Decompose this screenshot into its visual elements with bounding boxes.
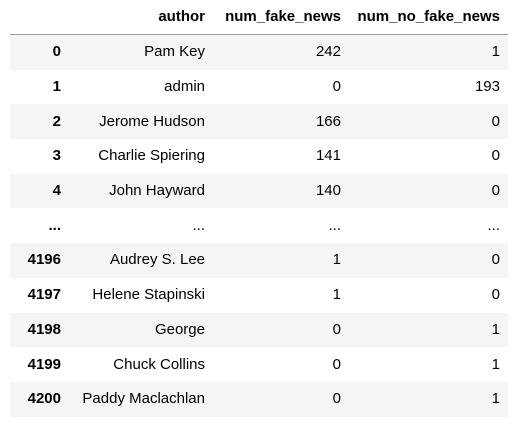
table-header: author num_fake_news num_no_fake_news: [10, 0, 508, 35]
cell-num-fake-news: 0: [332, 390, 341, 408]
cell-num-no-fake-news: 1: [491, 43, 500, 61]
cell-num-no-fake-news: 1: [491, 390, 500, 408]
cell-num-no-fake-news: 0: [491, 182, 500, 200]
cell-num-no-fake-news: 1: [491, 320, 500, 338]
cell-num-no-fake-news: 193: [474, 78, 500, 96]
column-header-author: author: [69, 0, 213, 35]
cell-num-fake-news: 1: [332, 286, 341, 304]
cell-num-no-fake-news: 0: [491, 251, 500, 269]
table-row: 4197 Helene Stapinski 1 0: [10, 277, 508, 313]
table-row-ellipsis: ... ... ... ...: [10, 208, 508, 244]
cell-author: Jerome Hudson: [99, 112, 205, 130]
cell-num-no-fake-news: 0: [491, 112, 500, 130]
cell-num-no-fake-news: 1: [491, 355, 500, 373]
table-body: 0 Pam Key 242 1 1 admin 0 193 2 Jerome H…: [10, 34, 508, 417]
table-row: 4198 George 0 1: [10, 312, 508, 348]
cell-num-fake-news: 242: [315, 43, 341, 61]
row-index: 3: [52, 147, 61, 165]
cell-num-no-fake-news: ...: [487, 216, 500, 234]
row-index: 1: [52, 78, 61, 96]
cell-author: Charlie Spiering: [98, 147, 205, 165]
table-row: 3 Charlie Spiering 141 0: [10, 139, 508, 174]
cell-author: John Hayward: [109, 182, 205, 200]
row-index: 0: [52, 43, 61, 61]
row-index: 4: [52, 182, 61, 200]
row-index: 4198: [27, 320, 61, 338]
row-index: 4199: [27, 355, 61, 373]
row-index: 4197: [27, 286, 61, 304]
cell-author: Helene Stapinski: [92, 286, 205, 304]
index-header: [10, 0, 69, 35]
cell-num-fake-news: ...: [328, 216, 341, 234]
table-row: 0 Pam Key 242 1: [10, 34, 508, 70]
row-index: 4200: [27, 390, 61, 408]
cell-num-fake-news: 0: [332, 355, 341, 373]
cell-author: Paddy Maclachlan: [82, 390, 205, 408]
column-header-num-fake-news: num_fake_news: [213, 0, 349, 35]
header-row: author num_fake_news num_no_fake_news: [10, 0, 508, 35]
table-row: 2 Jerome Hudson 166 0: [10, 104, 508, 140]
table-row: 1 admin 0 193: [10, 69, 508, 105]
cell-num-fake-news: 166: [315, 112, 341, 130]
row-index: 2: [52, 112, 61, 130]
cell-num-no-fake-news: 0: [491, 286, 500, 304]
cell-author: admin: [164, 78, 205, 96]
cell-num-fake-news: 141: [315, 147, 341, 165]
table-row: 4200 Paddy Maclachlan 0 1: [10, 381, 508, 417]
table-row: 4 John Hayward 140 0: [10, 173, 508, 209]
table-row: 4199 Chuck Collins 0 1: [10, 347, 508, 382]
cell-num-fake-news: 0: [332, 320, 341, 338]
cell-author: Pam Key: [144, 43, 205, 61]
cell-num-no-fake-news: 0: [491, 147, 500, 165]
column-header-num-no-fake-news: num_no_fake_news: [349, 0, 508, 35]
cell-author: George: [154, 320, 205, 338]
row-index: 4196: [27, 251, 61, 269]
cell-num-fake-news: 0: [332, 78, 341, 96]
cell-author: ...: [192, 216, 205, 234]
cell-author: Chuck Collins: [113, 355, 205, 373]
row-index: ...: [48, 216, 61, 234]
table-row: 4196 Audrey S. Lee 1 0: [10, 243, 508, 278]
cell-author: Audrey S. Lee: [109, 251, 205, 269]
cell-num-fake-news: 1: [332, 251, 341, 269]
dataframe-table: author num_fake_news num_no_fake_news 0 …: [10, 0, 508, 417]
cell-num-fake-news: 140: [315, 182, 341, 200]
